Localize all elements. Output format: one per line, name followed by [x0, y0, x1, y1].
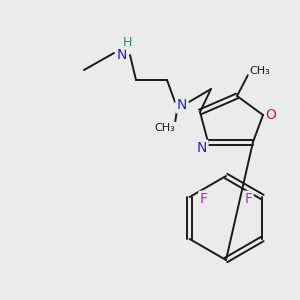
Text: N: N [177, 98, 187, 112]
Text: CH₃: CH₃ [154, 123, 176, 133]
Text: H: H [122, 35, 132, 49]
Text: F: F [244, 192, 252, 206]
Text: O: O [266, 108, 276, 122]
Text: N: N [117, 48, 127, 62]
Text: F: F [200, 192, 208, 206]
Text: N: N [197, 141, 207, 155]
Text: CH₃: CH₃ [250, 66, 270, 76]
